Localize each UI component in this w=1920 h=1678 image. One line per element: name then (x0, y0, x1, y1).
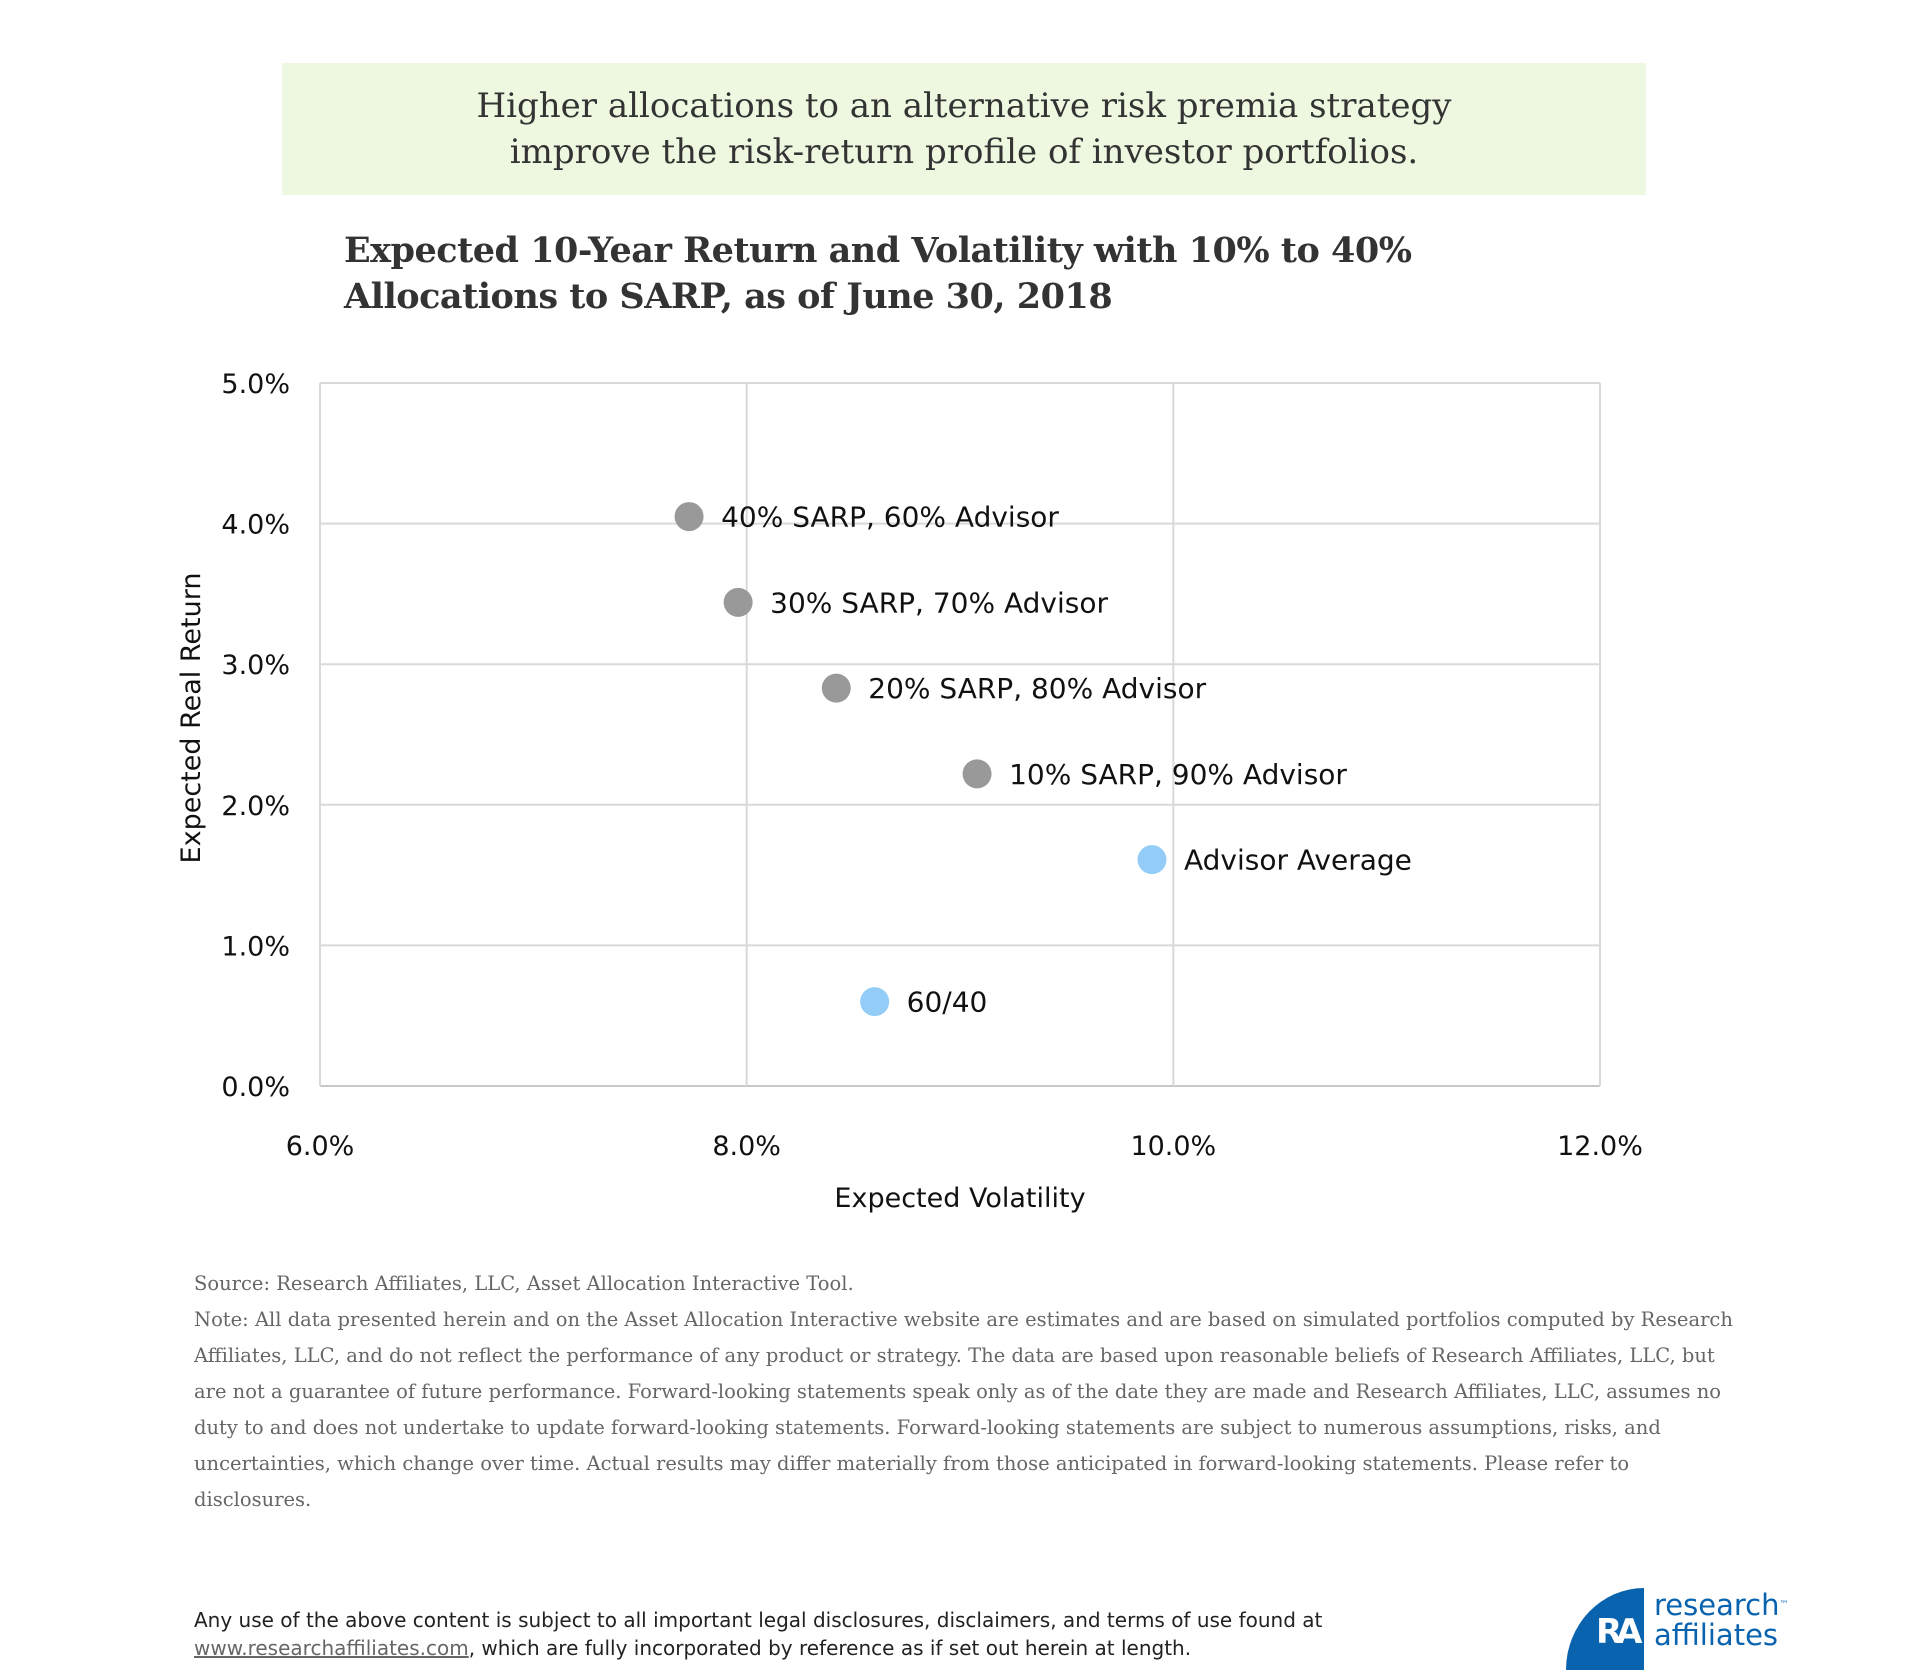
logo-trademark: ™ (1779, 1600, 1789, 1610)
data-point (674, 502, 704, 532)
chart-notes: Source: Research Affiliates, LLC, Asset … (194, 1266, 1744, 1518)
footer-line2: , which are fully incorporated by refere… (468, 1636, 1192, 1660)
data-point (860, 987, 890, 1017)
data-point (1137, 845, 1167, 875)
data-label: Advisor Average (1184, 844, 1412, 877)
headline-text: Higher allocations to an alternative ris… (476, 86, 1452, 172)
logo-quarter-circle: RA (1566, 1588, 1644, 1670)
website-link[interactable]: www.researchaffiliates.com (194, 1636, 469, 1660)
data-label: 10% SARP, 90% Advisor (1009, 758, 1347, 791)
headline-banner: Higher allocations to an alternative ris… (282, 63, 1646, 195)
footer-line1: Any use of the above content is subject … (194, 1608, 1323, 1632)
disclaimer-note: Note: All data presented herein and on t… (194, 1308, 1733, 1511)
logo-word-affiliates: affiliates (1654, 1618, 1779, 1652)
x-tick-label: 12.0% (1557, 1131, 1643, 1162)
x-tick-label: 8.0% (712, 1131, 781, 1162)
data-label: 60/40 (907, 986, 988, 1019)
research-affiliates-logo: RA research™ affiliates (1566, 1588, 1806, 1670)
data-point (962, 759, 992, 789)
y-tick-label: 1.0% (221, 931, 290, 962)
data-label: 30% SARP, 70% Advisor (770, 586, 1108, 619)
chart-title: Expected 10-Year Return and Volatility w… (344, 230, 1412, 317)
data-label: 20% SARP, 80% Advisor (868, 672, 1206, 705)
y-tick-label: 4.0% (221, 510, 290, 541)
y-tick-label: 0.0% (221, 1072, 290, 1103)
x-axis-label: Expected Volatility (834, 1183, 1085, 1214)
source-note: Source: Research Affiliates, LLC, Asset … (194, 1272, 854, 1295)
x-tick-label: 10.0% (1130, 1131, 1216, 1162)
x-tick-labels: 6.0% 8.0% 10.0% 12.0% (286, 1131, 1643, 1162)
grid-lines (319, 382, 1601, 1087)
data-labels: 40% SARP, 60% Advisor 30% SARP, 70% Advis… (721, 501, 1412, 1019)
y-axis-label: Expected Real Return (176, 573, 207, 864)
logo-wordmark: research™ affiliates (1654, 1590, 1788, 1650)
logo-ra-mark-icon: RA (1596, 1612, 1642, 1652)
scatter-chart: 0.0% 1.0% 2.0% 3.0% 4.0% 5.0% 6.0% 8.0% 10.0% 12… (176, 369, 1643, 1214)
data-point (821, 673, 851, 703)
y-tick-label: 2.0% (221, 791, 290, 822)
x-tick-label: 6.0% (286, 1131, 355, 1162)
y-tick-label: 3.0% (221, 650, 290, 681)
y-tick-labels: 0.0% 1.0% 2.0% 3.0% 4.0% 5.0% (221, 369, 290, 1103)
data-points (674, 502, 1167, 1017)
y-tick-label: 5.0% (221, 369, 290, 400)
logo-word-research: research (1654, 1588, 1780, 1622)
data-label: 40% SARP, 60% Advisor (721, 501, 1059, 534)
data-point (723, 587, 753, 617)
legal-footer: Any use of the above content is subject … (194, 1606, 1394, 1662)
